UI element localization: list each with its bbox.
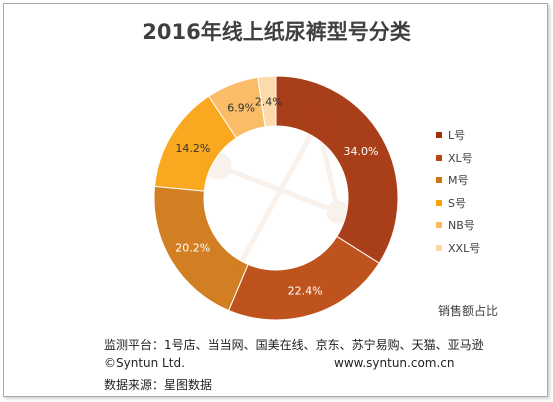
chart-legend: L号 XL号 M号 S号 NB号 XXL号 (436, 124, 480, 259)
footer-platforms: 监测平台：1号店、当当网、国美在线、京东、苏宁易购、天猫、亚马逊 (104, 338, 484, 352)
legend-label: XXL号 (448, 241, 481, 255)
legend-item: S号 (436, 192, 480, 215)
legend-swatch (436, 132, 442, 139)
donut-slice (275, 75, 399, 264)
legend-swatch (436, 177, 442, 184)
legend-label: M号 (448, 174, 469, 188)
legend-swatch (436, 154, 442, 161)
legend-label: XL号 (448, 151, 473, 165)
legend-label: S号 (448, 196, 466, 210)
legend-item: L号 (436, 124, 480, 147)
legend-item: NB号 (436, 214, 480, 237)
slice-value-label: 2.4% (255, 95, 283, 108)
chart-title: 2016年线上纸尿裤型号分类 (142, 20, 411, 44)
footer-source: 数据来源：星图数据 (104, 378, 213, 392)
slice-value-label: 6.9% (227, 101, 255, 114)
donut-slice (257, 75, 277, 128)
legend-label: L号 (448, 129, 466, 143)
legend-item: XXL号 (436, 237, 480, 260)
slice-value-label: 14.2% (175, 142, 210, 155)
measure-label: 销售额占比 (438, 304, 499, 318)
footer-website: www.syntun.com.cn (334, 356, 455, 370)
legend-swatch (436, 199, 442, 206)
legend-item: XL号 (436, 147, 480, 170)
slice-value-label: 20.2% (175, 242, 210, 255)
legend-swatch (436, 244, 442, 251)
legend-swatch (436, 222, 442, 229)
slice-value-label: 22.4% (288, 285, 323, 298)
chart-frame (3, 3, 548, 397)
slice-value-label: 34.0% (343, 145, 378, 158)
legend-label: NB号 (448, 219, 475, 233)
footer-copyright: ©Syntun Ltd. (104, 356, 185, 370)
legend-item: M号 (436, 169, 480, 192)
